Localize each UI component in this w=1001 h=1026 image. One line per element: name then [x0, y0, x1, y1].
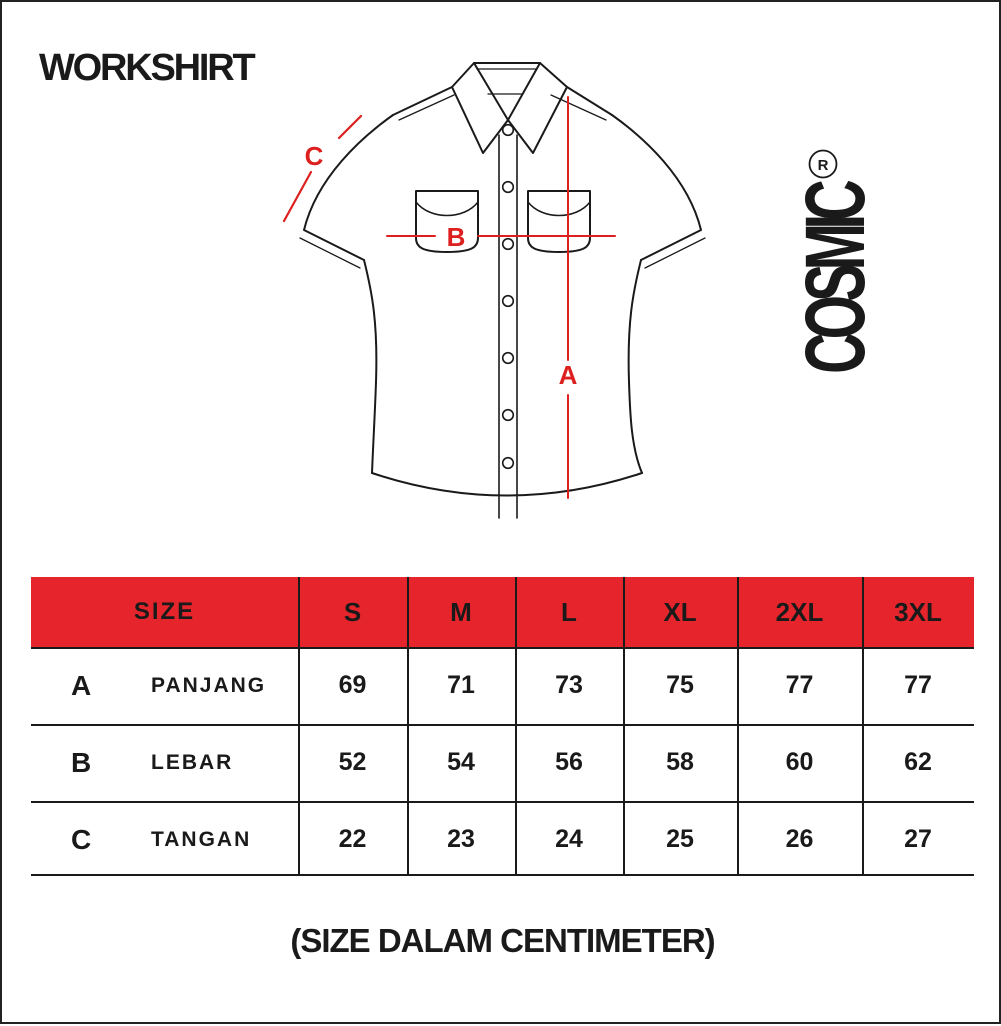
svg-text:C: C	[305, 141, 324, 171]
svg-text:A: A	[559, 360, 578, 390]
svg-text:B: B	[447, 222, 466, 252]
